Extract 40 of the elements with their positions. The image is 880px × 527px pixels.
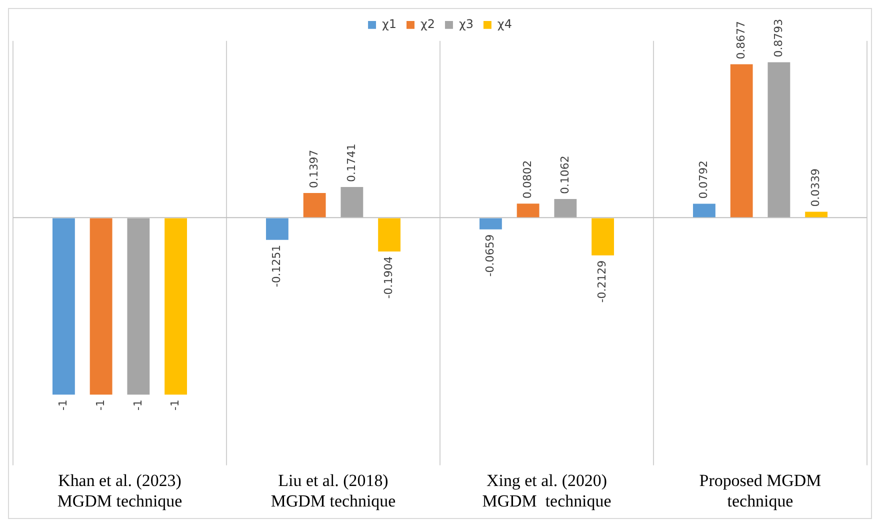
data-label: -1 — [56, 400, 70, 411]
bar — [480, 218, 502, 230]
data-label: 0.8793 — [772, 18, 785, 58]
data-label: -1 — [94, 400, 107, 411]
bar — [554, 198, 577, 218]
data-label: -0.1904 — [382, 256, 396, 299]
legend-label: χ3 — [458, 17, 474, 32]
x-tick-label: Xing et al. (2020) MGDM technique — [482, 471, 612, 510]
bar — [52, 218, 75, 395]
data-label: 0.1062 — [558, 156, 572, 194]
data-label: 0.0339 — [809, 168, 822, 207]
bar — [90, 218, 112, 395]
bar — [805, 212, 828, 218]
legend-label: χ1 — [382, 17, 397, 32]
data-label: 0.8677 — [734, 20, 748, 60]
data-label: 0.0792 — [697, 160, 710, 199]
data-label: -1 — [168, 400, 182, 411]
data-label: -0.1251 — [270, 244, 284, 288]
bar — [768, 62, 790, 218]
bar — [516, 204, 540, 218]
data-label: 0.1741 — [344, 144, 358, 182]
bar — [592, 218, 614, 256]
bar — [340, 186, 364, 218]
x-tick-label: Liu et al. (2018) MGDM technique — [270, 471, 396, 510]
x-tick-label: Proposed MGDM technique — [699, 471, 822, 510]
bar — [266, 218, 288, 240]
bar — [127, 218, 150, 395]
legend-label: χ4 — [497, 17, 512, 32]
data-label: -0.0659 — [484, 234, 497, 277]
legend-label: χ2 — [420, 17, 436, 32]
bar — [730, 64, 753, 218]
data-label: -0.2129 — [596, 260, 609, 303]
bar — [164, 218, 187, 395]
bar — [378, 218, 400, 252]
bar — [303, 193, 326, 218]
bar — [693, 204, 716, 218]
data-label: 0.0802 — [520, 160, 534, 199]
x-tick-label: Khan et al. (2023) MGDM technique — [57, 471, 182, 510]
data-label: 0.1397 — [307, 150, 320, 188]
data-label: -1 — [131, 400, 144, 411]
